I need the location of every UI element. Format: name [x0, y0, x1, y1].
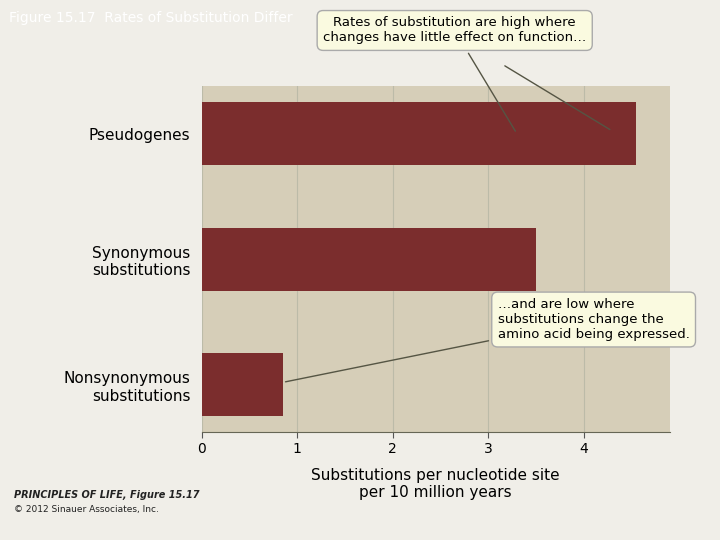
- Text: …and are low where
substitutions change the
amino acid being expressed.: …and are low where substitutions change …: [286, 298, 690, 382]
- Bar: [202, 354, 283, 416]
- Text: PRINCIPLES OF LIFE, Figure 15.17: PRINCIPLES OF LIFE, Figure 15.17: [14, 489, 200, 500]
- Bar: [202, 102, 636, 165]
- Text: Rates of substitution are high where
changes have little effect on function…: Rates of substitution are high where cha…: [323, 17, 586, 131]
- Bar: [202, 228, 536, 291]
- Text: © 2012 Sinauer Associates, Inc.: © 2012 Sinauer Associates, Inc.: [14, 505, 159, 514]
- X-axis label: Substitutions per nucleotide site
per 10 million years: Substitutions per nucleotide site per 10…: [311, 468, 560, 500]
- Text: Figure 15.17  Rates of Substitution Differ: Figure 15.17 Rates of Substitution Diffe…: [9, 11, 292, 24]
